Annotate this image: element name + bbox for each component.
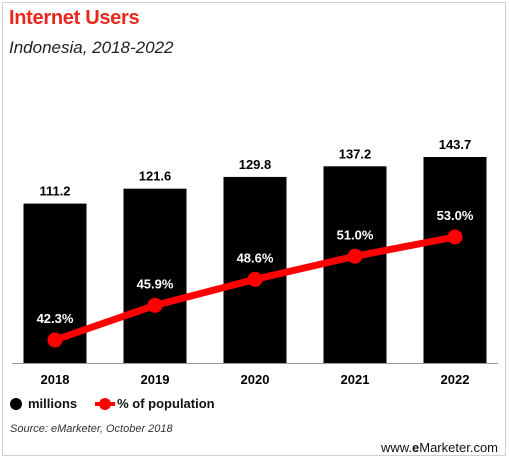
bar-2020 [223, 176, 287, 363]
line-value-label-2018: 42.3% [37, 311, 74, 326]
x-tick-label-2021: 2021 [341, 372, 370, 387]
legend-label-population: % of population [117, 396, 215, 411]
line-point-2021 [347, 248, 363, 264]
line-point-2018 [47, 332, 63, 348]
line-value-label-2022: 53.0% [437, 208, 474, 223]
footer-suffix: .com [469, 440, 498, 455]
legend-swatch-line [95, 397, 116, 410]
chart-frame [2, 2, 506, 456]
line-value-label-2020: 48.6% [237, 250, 274, 265]
line-value-label-2021: 51.0% [337, 227, 374, 242]
source-note: Source: eMarketer, October 2018 [10, 423, 173, 435]
line-point-2019 [147, 297, 163, 313]
bar-value-label-2022: 143.7 [439, 137, 472, 152]
x-tick-label-2022: 2022 [441, 372, 470, 387]
line-value-label-2019: 45.9% [137, 276, 174, 291]
line-point-2022 [447, 229, 463, 245]
bar-value-label-2018: 111.2 [39, 184, 70, 199]
footer-brand-rest: Marketer [419, 440, 470, 455]
legend-item-millions: millions [10, 396, 77, 411]
footer-brand-e: e [412, 440, 420, 455]
chart-subtitle: Indonesia, 2018-2022 [9, 38, 174, 57]
x-tick-label-2019: 2019 [141, 372, 170, 387]
bar-value-label-2021: 137.2 [339, 146, 372, 161]
bar-2022 [423, 157, 487, 363]
bar-2019 [123, 188, 187, 363]
legend-swatch-bar [10, 397, 22, 410]
legend-label-millions: millions [28, 396, 78, 411]
legend-item-population: % of population [95, 396, 215, 411]
chart-title: Internet Users [9, 7, 140, 29]
legend: millions % of population [10, 396, 237, 411]
line-point-2020 [247, 271, 263, 287]
footer-prefix: www. [380, 440, 413, 455]
x-tick-label-2020: 2020 [241, 372, 270, 387]
bar-value-label-2019: 121.6 [139, 169, 172, 184]
footer-brand: www.eMarketer.com [381, 440, 498, 455]
x-tick-label-2018: 2018 [41, 372, 70, 387]
bar-value-label-2020: 129.8 [239, 157, 272, 172]
